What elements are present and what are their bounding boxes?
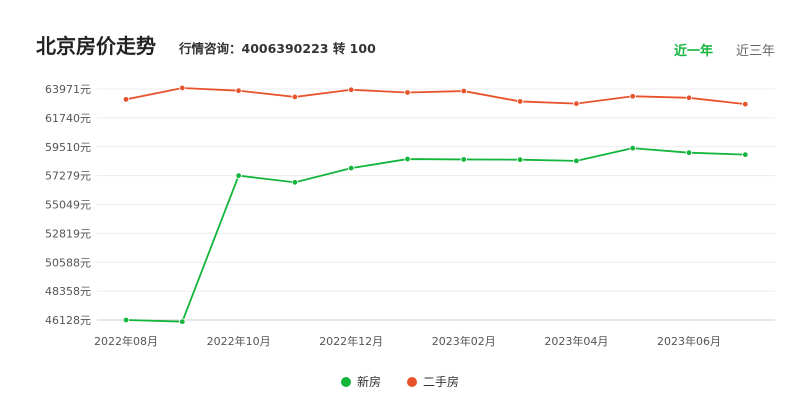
data-point-new (516, 156, 524, 163)
chart-legend: 新房 二手房 (0, 373, 800, 390)
data-point-second (122, 96, 130, 103)
legend-label-new: 新房 (356, 375, 381, 389)
data-point-second (516, 98, 524, 105)
tab-three-years[interactable]: 近三年 (736, 44, 776, 59)
data-point-new (122, 316, 130, 324)
data-point-new (404, 155, 411, 163)
series-line-new (125, 147, 746, 323)
data-point-second (573, 100, 580, 107)
data-point-new (179, 318, 186, 325)
y-tick-label: 46128元 (45, 314, 91, 327)
y-tick-label: 55049元 (45, 199, 91, 212)
y-tick-label: 50588元 (45, 256, 91, 269)
x-tick-label: 2023年06月 (657, 334, 721, 348)
legend-marker-second (407, 376, 417, 387)
page-title: 北京房价走势 (36, 34, 156, 58)
data-point-second (404, 89, 411, 96)
data-point-new (235, 172, 242, 179)
data-point-new (685, 149, 693, 156)
data-point-second (685, 94, 693, 102)
data-point-new (460, 156, 467, 163)
y-tick-label: 59510元 (45, 141, 91, 154)
data-point-new (348, 164, 355, 172)
x-tick-label: 2022年12月 (319, 334, 383, 348)
x-tick-label: 2022年08月 (94, 334, 158, 348)
tab-one-year[interactable]: 近一年 (674, 44, 714, 59)
data-point-second (460, 87, 467, 95)
y-tick-label: 57279元 (45, 170, 91, 183)
y-tick-label: 61740元 (45, 112, 91, 125)
y-tick-label: 52819元 (45, 227, 91, 240)
consult-hotline: 行情咨询：4006390223 转 100 (179, 41, 376, 56)
x-tick-label: 2022年10月 (207, 334, 271, 348)
data-point-second (179, 84, 186, 92)
x-tick-label: 2023年02月 (432, 334, 496, 348)
data-point-new (742, 151, 749, 158)
legend-label-second: 二手房 (423, 375, 460, 389)
y-tick-label: 48358元 (45, 285, 91, 298)
data-point-second (629, 93, 636, 100)
data-point-new (573, 157, 580, 165)
data-point-new (629, 144, 636, 152)
data-point-new (291, 179, 299, 186)
legend-item-new[interactable]: 新房 (340, 373, 381, 390)
y-tick-label: 63971元 (45, 83, 91, 96)
series-line-second (125, 87, 746, 106)
legend-marker-new (340, 376, 351, 387)
x-tick-label: 2023年04月 (544, 334, 608, 348)
legend-item-second[interactable]: 二手房 (407, 373, 459, 390)
data-point-second (291, 93, 299, 101)
data-point-second (348, 86, 355, 93)
data-point-second (742, 100, 749, 108)
data-point-second (235, 87, 242, 94)
